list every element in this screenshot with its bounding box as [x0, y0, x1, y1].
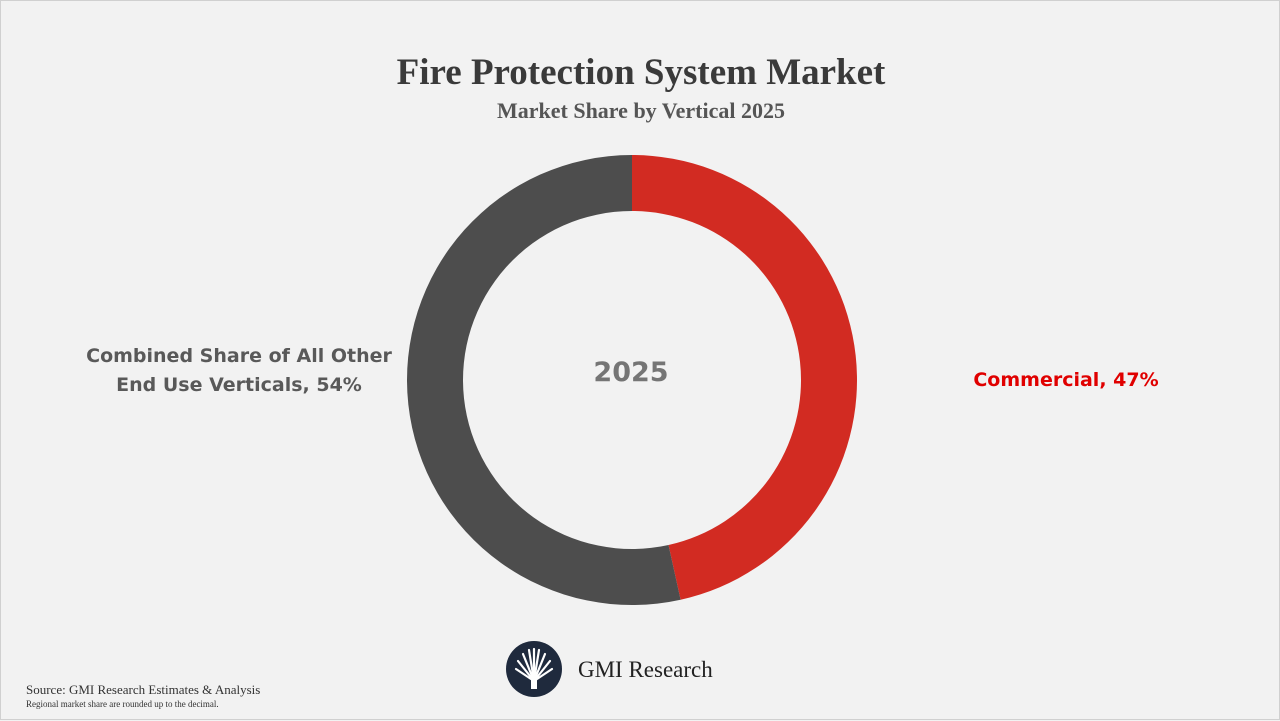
source-note: Source: GMI Research Estimates & Analysi… — [26, 682, 261, 697]
slice-label-commercial: Commercial, 47% — [973, 369, 1159, 391]
rounding-note: Regional market share are rounded up to … — [26, 699, 219, 709]
donut-center-label: 2025 — [593, 357, 669, 388]
chart-subtitle: Market Share by Vertical 2025 — [496, 98, 785, 123]
chart-title: Fire Protection System Market — [396, 52, 886, 93]
slice-label-other-line2: End Use Verticals, 54% — [116, 374, 362, 396]
donut-slice-1 — [407, 155, 681, 605]
gmi-logo-text: GMI Research — [578, 657, 713, 682]
slice-label-other-line1: Combined Share of All Other — [86, 345, 392, 367]
donut-slice-0 — [632, 155, 857, 600]
slice-label-other-verticals: Combined Share of All Other End Use Vert… — [61, 342, 417, 400]
gmi-fan-logo-icon — [506, 641, 562, 697]
donut-slices — [407, 155, 857, 605]
